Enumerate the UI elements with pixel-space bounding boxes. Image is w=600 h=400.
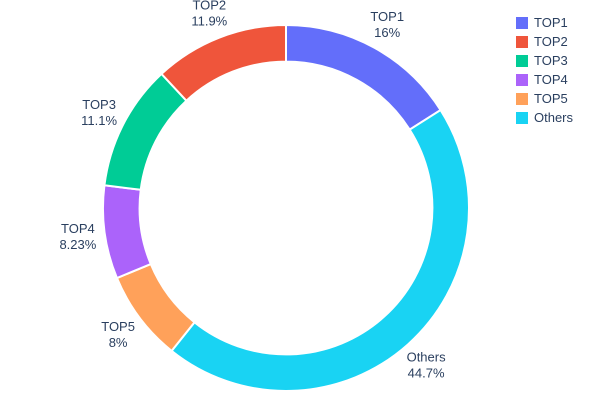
legend-label-top3: TOP3 — [534, 53, 568, 68]
pie-slice-top2[interactable] — [160, 23, 287, 103]
legend-item-top2[interactable]: TOP2 — [516, 35, 573, 49]
slice-label-top3: TOP3 11.1% — [81, 97, 117, 128]
legend-swatch-top2 — [516, 36, 528, 48]
pie-slice-top3[interactable] — [103, 72, 188, 191]
legend-item-top1[interactable]: TOP1 — [516, 16, 573, 30]
legend-item-top4[interactable]: TOP4 — [516, 73, 573, 87]
slice-label-others: Others 44.7% — [407, 349, 447, 380]
slice-label-top4: TOP4 8.23% — [59, 221, 96, 252]
pie-slice-top4[interactable] — [102, 184, 153, 280]
legend-item-top3[interactable]: TOP3 — [516, 54, 573, 68]
pie-slice-top1[interactable] — [285, 23, 442, 132]
legend-label-others: Others — [534, 110, 574, 125]
slice-label-top2: TOP2 11.9% — [191, 0, 227, 29]
legend-swatch-top5 — [516, 93, 528, 105]
legend-label-top2: TOP2 — [534, 34, 568, 49]
legend-swatch-top1 — [516, 17, 528, 29]
legend-item-top5[interactable]: TOP5 — [516, 92, 573, 106]
legend-item-others[interactable]: Others — [516, 111, 573, 125]
slice-label-top5: TOP5 8% — [101, 319, 135, 350]
legend-swatch-top4 — [516, 74, 528, 86]
slice-label-top1: TOP1 16% — [370, 9, 404, 40]
pie-slice-others[interactable] — [170, 108, 470, 392]
legend-label-top1: TOP1 — [534, 15, 568, 30]
chart-legend: TOP1 TOP2 TOP3 TOP4 TOP5 Others — [516, 16, 573, 125]
legend-swatch-others — [516, 112, 528, 124]
pie-slice-top5[interactable] — [115, 262, 196, 353]
legend-swatch-top3 — [516, 55, 528, 67]
legend-label-top5: TOP5 — [534, 91, 568, 106]
legend-label-top4: TOP4 — [534, 72, 568, 87]
